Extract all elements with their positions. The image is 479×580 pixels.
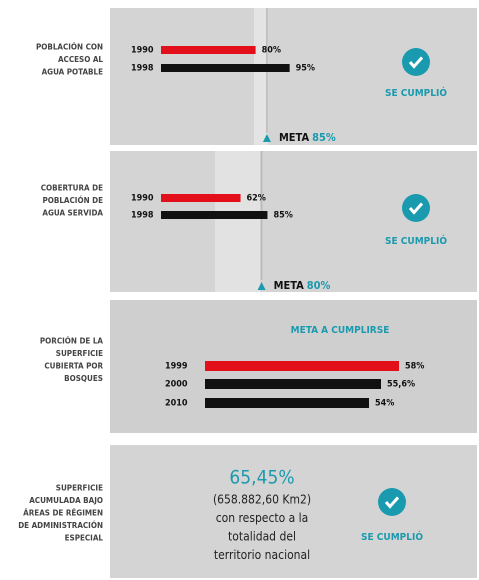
side-label: ÁREAS DE RÉGIMEN [23, 507, 103, 518]
side-label: CUBIERTA POR [44, 362, 103, 371]
status: SE CUMPLIÓ [361, 530, 423, 543]
year-label: 1998 [131, 211, 154, 221]
goal-value: 85% [312, 131, 336, 144]
side-label: ACCESO AL [58, 55, 103, 64]
goal-word: META [274, 279, 305, 292]
bar [205, 398, 369, 408]
summary-text: (658.882,60 Km2) [213, 493, 311, 507]
year-label: 1998 [131, 64, 154, 74]
status: SE CUMPLIÓ [385, 86, 447, 99]
goal-word: META [279, 131, 310, 144]
value-label: 95% [296, 64, 315, 74]
value-label: 55,6% [387, 380, 415, 390]
check-mark [408, 202, 424, 215]
side-label: PORCIÓN DE LA [40, 335, 104, 346]
side-label: POBLACIÓN DE [42, 194, 103, 205]
side-label: AGUA POTABLE [42, 68, 103, 77]
goal-marker [257, 282, 266, 290]
side-label: BOSQUES [64, 374, 103, 383]
summary-text: territorio nacional [214, 548, 310, 562]
goal-label: META 85% [279, 131, 336, 144]
side-label: SUPERFICIE [56, 349, 103, 358]
side-label: POBLACIÓN CON [36, 41, 103, 52]
check-mark [408, 56, 424, 69]
status: SE CUMPLIÓ [385, 234, 447, 247]
panel [110, 151, 477, 292]
bar [205, 379, 381, 389]
summary-text: con respecto a la [216, 511, 309, 525]
goal-marker [262, 134, 271, 142]
goal-value: 80% [307, 279, 331, 292]
goal-label: META 80% [274, 279, 331, 292]
bar [161, 194, 241, 202]
value-label: 62% [247, 194, 266, 204]
side-label: DE ADMINISTRACIÓN [18, 519, 103, 530]
bar [161, 46, 256, 54]
check-mark [384, 496, 400, 509]
year-label: 2010 [165, 399, 188, 409]
summary-value: 65,45% [229, 467, 294, 489]
goal-band [215, 151, 260, 292]
side-label: ACUMULADA BAJO [29, 496, 103, 505]
year-label: 1990 [131, 46, 154, 56]
side-label: COBERTURA DE [41, 184, 103, 193]
year-label: 1990 [131, 194, 154, 204]
year-label: 1999 [165, 362, 188, 372]
panel [110, 8, 477, 145]
side-label: ESPECIAL [65, 534, 104, 543]
goal-band [254, 8, 268, 145]
value-label: 54% [375, 399, 394, 409]
bar [205, 361, 399, 371]
value-label: 85% [273, 211, 292, 221]
bar [161, 64, 290, 72]
year-label: 2000 [165, 380, 188, 390]
summary-text: totalidad del [228, 530, 296, 544]
panel-title: META A CUMPLIRSE [291, 325, 390, 336]
side-label: AGUA SERVIDA [42, 209, 103, 218]
value-label: 58% [405, 362, 424, 372]
side-label: SUPERFICIE [56, 484, 103, 493]
value-label: 80% [262, 46, 281, 56]
panel [110, 445, 477, 578]
bar [161, 211, 268, 219]
